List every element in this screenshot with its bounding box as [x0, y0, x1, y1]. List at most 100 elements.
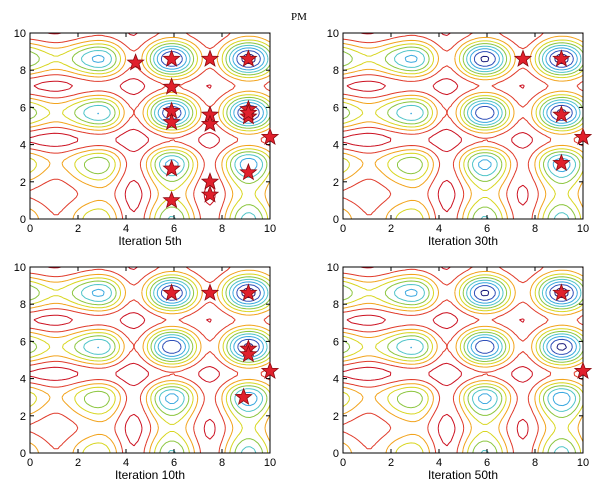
contour-lines: [343, 33, 583, 219]
panels: 0 2 4 6 8 10 0 2 4 6 8 10 Iteration 5th 0 2 4 6 8 10 0 2 4 6 8 1…: [14, 28, 593, 482]
star-point: [239, 49, 258, 67]
star-point: [260, 127, 280, 145]
x-axis-label: Iteration 30th: [428, 234, 498, 248]
contour-level-4: [343, 39, 583, 219]
x-tick-label: 6: [484, 223, 490, 235]
x-tick-label: 6: [484, 457, 490, 469]
y-tick-label: 10: [327, 262, 339, 274]
y-tick-label: 4: [333, 374, 339, 386]
x-tick-label: 0: [340, 223, 346, 235]
y-tick-label: 4: [333, 140, 339, 152]
x-tick-label: 0: [27, 457, 33, 469]
contour-level-7: [404, 281, 578, 407]
x-tick-label: 8: [219, 223, 225, 235]
x-tick-label: 4: [123, 457, 129, 469]
y-tick-label: 6: [333, 102, 339, 114]
y-tick-label: 2: [20, 177, 26, 189]
x-tick-label: 2: [75, 457, 81, 469]
star-point: [552, 105, 571, 123]
x-tick-label: 4: [436, 457, 442, 469]
contour-level-8: [473, 50, 574, 121]
axes-frame: [342, 32, 584, 220]
y-tick-label: 0: [333, 214, 339, 226]
y-tick-label: 6: [20, 102, 26, 114]
contour-level-8: [160, 50, 261, 121]
axes-frame: [29, 32, 271, 220]
y-tick-label: 0: [20, 448, 26, 460]
contour-level-6: [81, 44, 269, 219]
contour-lines: [343, 267, 583, 453]
x-axis-label: Iteration 10th: [115, 468, 185, 482]
contour-level-5: [343, 276, 583, 453]
panel-2: 0 2 4 6 8 10 0 2 4 6 8 10 Iteration 30th: [327, 28, 593, 248]
star-point: [239, 283, 258, 301]
star-point: [200, 114, 220, 132]
y-tick-label: 4: [20, 140, 26, 152]
x-tick-label: 2: [75, 223, 81, 235]
contour-level-4: [343, 273, 583, 453]
x-tick-label: 10: [264, 457, 276, 469]
x-axis-label: Iteration 5th: [118, 234, 181, 248]
x-tick-label: 0: [27, 223, 33, 235]
contour-level-6: [394, 278, 582, 453]
y-tick-label: 4: [20, 374, 26, 386]
y-tick-label: 8: [333, 65, 339, 77]
contour-level-3: [343, 269, 583, 453]
star-point: [200, 283, 220, 301]
y-tick-label: 6: [20, 336, 26, 348]
contour-level-6: [394, 44, 582, 219]
x-tick-label: 0: [340, 457, 346, 469]
contour-level-5: [343, 42, 583, 219]
x-tick-label: 6: [171, 223, 177, 235]
y-tick-label: 2: [20, 411, 26, 423]
star-point: [573, 127, 593, 145]
y-tick-label: 8: [20, 65, 26, 77]
contour-level-3: [30, 35, 270, 219]
y-tick-label: 6: [333, 336, 339, 348]
x-tick-label: 4: [123, 223, 129, 235]
figure-title: PM: [291, 11, 307, 23]
star-point: [200, 49, 220, 67]
panel-3: 0 2 4 6 8 10 0 2 4 6 8 10 Iteration 10th: [14, 262, 280, 482]
y-tick-label: 0: [20, 214, 26, 226]
x-tick-label: 6: [171, 457, 177, 469]
contour-lines: [30, 33, 270, 219]
contour-lines: [30, 267, 270, 453]
star-point: [126, 53, 145, 71]
axes-frame: [342, 266, 584, 454]
y-tick-label: 2: [333, 411, 339, 423]
contour-level-8: [473, 284, 574, 355]
contour-level-2: [343, 267, 583, 453]
contour-level-2: [30, 267, 270, 453]
star-point: [239, 344, 258, 363]
star-point: [573, 361, 593, 379]
y-tick-label: 0: [333, 448, 339, 460]
contour-level-8: [160, 284, 261, 355]
x-tick-label: 2: [388, 223, 394, 235]
star-point: [162, 283, 181, 301]
y-tick-label: 10: [14, 262, 26, 274]
star-point: [513, 49, 533, 67]
y-tick-label: 2: [333, 177, 339, 189]
y-tick-label: 8: [333, 299, 339, 311]
star-point: [234, 387, 253, 405]
y-tick-label: 10: [327, 28, 339, 40]
x-tick-label: 8: [532, 457, 538, 469]
x-tick-label: 10: [577, 223, 589, 235]
contour-level-3: [30, 269, 270, 453]
x-tick-label: 2: [388, 457, 394, 469]
contour-level-7: [91, 281, 265, 407]
x-tick-label: 8: [219, 457, 225, 469]
contour-level-2: [343, 33, 583, 219]
contour-level-4: [30, 273, 270, 453]
star-point: [162, 190, 181, 209]
contour-level-7: [404, 47, 578, 173]
panel-4: 0 2 4 6 8 10 0 2 4 6 8 10 Iteration 50th: [327, 262, 593, 482]
x-tick-label: 10: [577, 457, 589, 469]
star-point: [552, 153, 571, 171]
star-point: [552, 49, 571, 67]
panel-1: 0 2 4 6 8 10 0 2 4 6 8 10 Iteration 5th: [14, 28, 280, 248]
star-point: [239, 103, 258, 121]
x-tick-label: 4: [436, 223, 442, 235]
